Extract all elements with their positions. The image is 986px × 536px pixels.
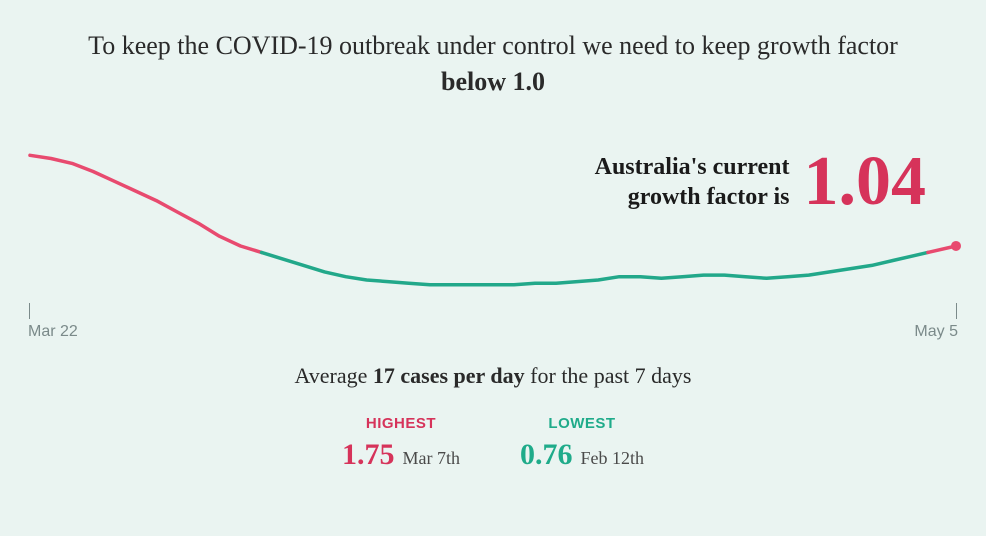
lowest-date: Feb 12th	[580, 448, 644, 469]
tick-mark-left	[29, 303, 30, 319]
lowest-value: 0.76	[520, 438, 573, 472]
highest-block: HIGHEST 1.75 Mar 7th	[342, 415, 460, 472]
avg-bold: 17 cases per day	[373, 363, 525, 388]
headline: To keep the COVID-19 outbreak under cont…	[0, 0, 986, 101]
avg-suffix: for the past 7 days	[525, 363, 692, 388]
lowest-block: LOWEST 0.76 Feb 12th	[520, 415, 644, 472]
x-start-label: Mar 22	[28, 323, 78, 340]
highest-date: Mar 7th	[402, 448, 460, 469]
x-axis-start: Mar 22	[28, 303, 78, 341]
tick-mark-right	[956, 303, 957, 319]
current-value-callout: Australia's current growth factor is 1.0…	[595, 147, 926, 217]
lowest-label: LOWEST	[520, 415, 644, 432]
avg-prefix: Average	[295, 363, 373, 388]
callout-value: 1.04	[804, 147, 927, 217]
highest-value: 1.75	[342, 438, 395, 472]
callout-line1: Australia's current	[595, 152, 790, 182]
headline-prefix: To keep the COVID-19 outbreak under cont…	[88, 31, 898, 60]
extremes-row: HIGHEST 1.75 Mar 7th LOWEST 0.76 Feb 12t…	[0, 415, 986, 472]
x-end-label: May 5	[914, 323, 958, 340]
callout-text: Australia's current growth factor is	[595, 152, 790, 212]
x-axis-end: May 5	[914, 303, 958, 341]
growth-factor-chart: Australia's current growth factor is 1.0…	[0, 121, 986, 341]
highest-label: HIGHEST	[342, 415, 460, 432]
callout-line2: growth factor is	[595, 182, 790, 212]
headline-bold: below 1.0	[441, 67, 545, 96]
average-cases-line: Average 17 cases per day for the past 7 …	[0, 363, 986, 389]
